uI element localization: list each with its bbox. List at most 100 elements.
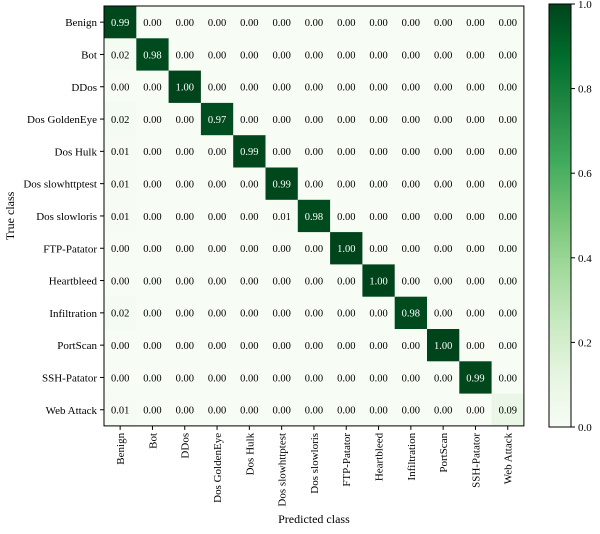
cell-value-label: 0.00: [434, 373, 452, 384]
heatmap-cell: [394, 264, 428, 298]
heatmap-cell: [297, 167, 331, 201]
cell-value-label: 0.00: [499, 147, 517, 158]
heatmap-cell: [297, 199, 331, 233]
heatmap-cell: [394, 135, 428, 168]
cell-value-label: 0.00: [272, 341, 290, 352]
heatmap-cell: [200, 264, 234, 298]
heatmap-cell: [200, 393, 234, 427]
cell-value-label: 0.00: [337, 147, 355, 158]
heatmap-cell: [459, 393, 493, 427]
heatmap-cell: [136, 199, 170, 233]
y-tick-label-web-attack: Web Attack: [46, 405, 98, 417]
cell-value-label: 0.00: [143, 115, 161, 126]
y-tick-label-dos-hulk: Dos Hulk: [55, 146, 98, 158]
cell-value-label: 0.00: [176, 373, 194, 384]
cell-value-label: 0.00: [208, 373, 226, 384]
heatmap-cell: [459, 6, 493, 39]
cell-value-label: 0.99: [240, 147, 258, 158]
heatmap-cell: [427, 329, 460, 362]
heatmap-cell: [394, 199, 428, 233]
cell-value-label: 0.00: [272, 244, 290, 255]
x-tick-label-dos-goldeneye: Dos GoldenEye: [212, 433, 224, 503]
cell-value-label: 0.00: [176, 341, 194, 352]
heatmap-cell: [427, 6, 460, 39]
colorbar-ticks: 0.0 0.2 0.4 0.6 0.8 1.0: [571, 0, 592, 434]
heatmap-cell: [104, 167, 137, 201]
cell-value-label: 0.98: [402, 309, 420, 320]
cell-value-label: 0.00: [143, 212, 161, 223]
cell-value-label: 0.00: [240, 18, 258, 29]
cell-value-label: 0.97: [208, 115, 226, 126]
colorbar-gradient: [548, 3, 572, 428]
x-tick-label-ftp-patator: FTP-Patator: [341, 433, 353, 487]
heatmap-cell: [200, 329, 234, 362]
heatmap-cell: [491, 232, 525, 265]
cell-value-label: 0.00: [369, 83, 387, 94]
heatmap-cell: [330, 70, 363, 104]
heatmap-cell: [233, 232, 266, 265]
cell-value-label: 0.00: [369, 115, 387, 126]
heatmap-cell: [200, 296, 234, 330]
cell-value-label: 0.00: [466, 179, 484, 190]
cell-value-label: 0.00: [466, 147, 484, 158]
cell-value-label: 0.00: [143, 373, 161, 384]
heatmap-cell: [233, 264, 266, 298]
heatmap-cell: [233, 361, 266, 395]
heatmap-cell: [362, 264, 396, 298]
heatmap-cell: [265, 232, 299, 265]
cell-value-label: 0.00: [402, 341, 420, 352]
cell-value-label: 0.00: [111, 83, 129, 94]
cell-value-label: 0.00: [466, 212, 484, 223]
cell-value-label: 0.00: [499, 18, 517, 29]
cell-value-label: 0.98: [305, 212, 323, 223]
heatmap-cell: [491, 102, 525, 136]
y-axis-label: True class: [3, 191, 17, 240]
cell-value-label: 0.00: [402, 50, 420, 61]
heatmap-cell: [136, 232, 170, 265]
cell-value-label: 0.01: [111, 406, 129, 417]
heatmap-cell: [233, 6, 266, 39]
heatmap-cell: [427, 167, 460, 201]
heatmap-cell: [330, 329, 363, 362]
cell-value-label: 0.00: [337, 83, 355, 94]
colorbar: 0.0 0.2 0.4 0.6 0.8 1.0: [548, 0, 592, 434]
cell-value-label: 0.00: [466, 18, 484, 29]
heatmap-cell: [136, 264, 170, 298]
heatmap-cell: [136, 6, 170, 39]
heatmap-cell: [459, 361, 493, 395]
cell-value-label: 0.00: [434, 276, 452, 287]
cell-value-label: 0.02: [111, 50, 129, 61]
cell-value-label: 0.00: [143, 244, 161, 255]
heatmap-cell: [362, 6, 396, 39]
heatmap-cell: [104, 199, 137, 233]
y-tick-label-dos-slowhttptest: Dos slowhttptest: [23, 179, 97, 191]
heatmap-cell: [394, 296, 428, 330]
heatmap-cell: [297, 135, 331, 168]
cell-value-label: 0.00: [402, 212, 420, 223]
heatmap-cell: [330, 296, 363, 330]
heatmap-cell: [459, 232, 493, 265]
heatmap-cell: [362, 70, 396, 104]
cell-value-label: 0.00: [402, 373, 420, 384]
heatmap-cell: [394, 232, 428, 265]
y-tick-label-ddos: DDos: [71, 82, 97, 94]
cell-value-label: 0.00: [111, 341, 129, 352]
cell-value-label: 0.00: [337, 373, 355, 384]
cell-value-label: 0.00: [369, 309, 387, 320]
cell-value-label: 0.00: [466, 276, 484, 287]
cell-value-label: 0.00: [143, 309, 161, 320]
cell-value-label: 0.99: [111, 18, 129, 29]
cell-value-label: 0.00: [272, 309, 290, 320]
heatmap-cell: [136, 38, 170, 72]
heatmap-cell: [491, 329, 525, 362]
cell-value-label: 0.00: [434, 309, 452, 320]
cell-value-label: 0.00: [240, 309, 258, 320]
x-tick-label-dos-slowhttptest: Dos slowhttptest: [277, 433, 289, 507]
cell-value-label: 0.00: [499, 244, 517, 255]
heatmap-cell: [330, 393, 363, 427]
heatmap-cell: [104, 329, 137, 362]
heatmap-cell: [394, 361, 428, 395]
cell-value-label: 0.00: [402, 276, 420, 287]
heatmap-cell: [459, 329, 493, 362]
heatmap-cell: [459, 135, 493, 168]
